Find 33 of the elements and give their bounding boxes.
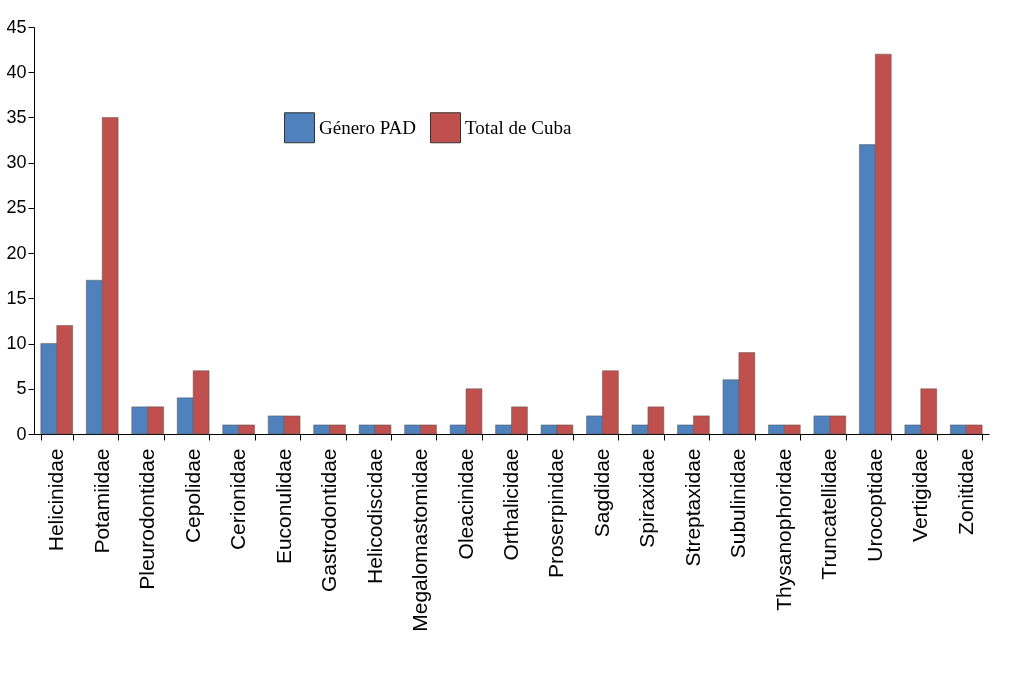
x-tick-label: Spiraxidae: [635, 448, 659, 548]
x-tick-label: Urocoptidae: [862, 448, 886, 562]
y-tick-label: 15: [6, 287, 27, 308]
x-tick-label: Sagdidae: [589, 448, 613, 538]
x-tick-label: Pleurodontidae: [135, 448, 159, 590]
y-tick-label: 45: [6, 16, 27, 37]
x-tick-label: Oleacinidae: [453, 448, 477, 560]
x-tick-label: Orthalicidae: [499, 448, 522, 561]
y-tick-label: 20: [6, 242, 27, 263]
x-tick-label: Potamiidae: [89, 448, 113, 554]
y-tick-label: 10: [6, 333, 27, 354]
x-tick-label: Helicodiscidae: [362, 448, 386, 584]
y-tick-label: 30: [6, 152, 27, 173]
x-tick-label: Megalomastomidae: [408, 448, 432, 632]
x-tick-label: Zonitidae: [953, 448, 977, 535]
legend-label: Género PAD: [319, 116, 416, 138]
x-tick-label: Vertigidae: [908, 448, 932, 542]
y-tick-label: 35: [6, 106, 27, 127]
x-tick-label: Streptaxidae: [680, 448, 704, 567]
x-tick-label: Euconulidae: [271, 448, 295, 565]
x-tick-label: Subulinidae: [726, 448, 750, 559]
y-tick-label: 40: [6, 61, 27, 82]
x-tick-label: Cerionidae: [226, 448, 250, 551]
y-tick-label: 5: [16, 378, 27, 399]
y-tick-label: 25: [6, 197, 27, 218]
x-tick-label: Truncatellidae: [817, 448, 841, 580]
y-tick-label: 0: [16, 423, 27, 444]
x-tick-label: Proserpinidae: [544, 448, 568, 579]
x-tick-label: Thysanophoridae: [771, 448, 795, 611]
x-tick-label: Helicinidae: [44, 448, 68, 552]
x-tick-label: Gastrodontidae: [317, 448, 341, 593]
legend-label: Total de Cuba: [465, 116, 572, 138]
x-tick-label: Cepolidae: [180, 448, 204, 544]
